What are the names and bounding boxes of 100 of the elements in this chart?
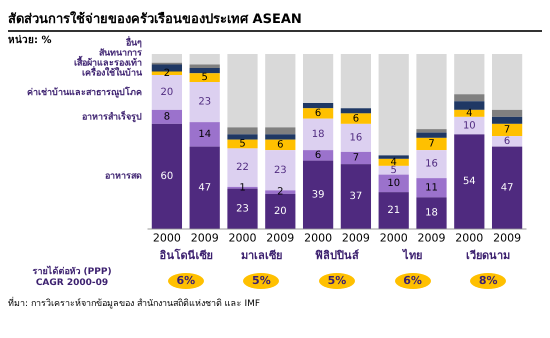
series-label: อาหารสำเร็จรูป — [82, 109, 142, 122]
bar — [378, 54, 409, 156]
bar — [302, 160, 334, 229]
data-label: 54 — [462, 176, 476, 188]
bar — [416, 132, 447, 138]
bar — [190, 73, 220, 82]
bar — [190, 54, 220, 64]
text: เวียดนาม — [466, 248, 510, 262]
data-label: 8 — [164, 112, 170, 123]
data-label: 7 — [428, 138, 435, 150]
text: ไทย — [401, 248, 422, 262]
data-label: 39 — [312, 189, 324, 200]
x-tick-label: 2000 — [304, 231, 332, 244]
bar — [378, 174, 409, 192]
series-label: ค่าเช่าบ้านและสาธารณูปโภค — [27, 86, 142, 98]
bar — [378, 155, 409, 159]
bar — [190, 68, 220, 74]
bar — [492, 110, 522, 117]
bar — [265, 140, 296, 150]
data-label: 47 — [198, 182, 212, 194]
bar — [454, 110, 484, 117]
bar — [454, 101, 484, 110]
bar — [492, 54, 522, 110]
bar — [265, 54, 296, 128]
data-label: 6 — [277, 139, 284, 150]
bar — [302, 54, 334, 103]
data-label: 23 — [274, 164, 287, 176]
data-label: 18 — [425, 208, 438, 219]
x-tick-label: 2009 — [493, 231, 522, 244]
x-tick-label: 2009 — [190, 231, 219, 244]
data-label: 5 — [202, 72, 208, 84]
x-tick-label: 2000 — [380, 231, 408, 244]
bar — [492, 124, 522, 136]
text: มาเลเซีย — [240, 248, 282, 262]
bar — [454, 94, 484, 102]
text: หน่วย: % — [8, 34, 52, 47]
bar — [265, 134, 296, 140]
data-label: 6 — [314, 150, 322, 161]
bar — [302, 118, 334, 150]
bar — [492, 116, 522, 124]
series-label: อื่นๆ — [125, 36, 142, 49]
bar — [227, 127, 258, 134]
data-label: 20 — [160, 87, 174, 98]
data-label: 16 — [350, 132, 362, 144]
data-label: 5 — [239, 138, 246, 150]
bar — [152, 124, 182, 229]
bar — [302, 150, 334, 161]
data-label: 7 — [352, 152, 360, 164]
bar — [152, 74, 182, 110]
data-label: 5 — [390, 164, 397, 176]
bar — [378, 158, 409, 166]
data-label: 60 — [160, 170, 174, 182]
x-tick-label: 2009 — [418, 231, 446, 244]
bar — [340, 164, 372, 229]
data-label: 6 — [352, 113, 360, 124]
bar — [378, 166, 409, 175]
bar — [340, 54, 372, 108]
bar — [227, 188, 258, 229]
data-label: 37 — [350, 191, 362, 202]
bar — [227, 134, 258, 140]
bar — [265, 194, 296, 229]
data-label: 16 — [425, 158, 438, 170]
bar — [152, 54, 182, 63]
x-tick-label: 2000 — [228, 231, 256, 244]
bar — [227, 140, 258, 148]
bar — [492, 146, 522, 229]
bar — [416, 178, 447, 198]
bar — [378, 192, 409, 229]
bar — [416, 129, 447, 133]
data-label: 4 — [466, 108, 472, 120]
text: รายได้ต่อหัว (PPP) CAGR 2000-09 — [31, 264, 113, 288]
data-label: 10 — [462, 120, 476, 132]
data-label: 20 — [274, 206, 287, 217]
text: ฟิลิปปินส์ — [315, 248, 359, 262]
bar — [454, 54, 484, 94]
bar — [190, 64, 220, 68]
data-label: 2 — [277, 186, 284, 198]
bar — [416, 150, 447, 178]
bar — [190, 146, 220, 229]
x-tick-label: 2009 — [342, 231, 370, 244]
x-tick-label: 2009 — [266, 231, 294, 244]
series-label: สันทนาการ — [99, 48, 142, 59]
bar — [416, 197, 447, 229]
bar — [340, 113, 372, 124]
bar — [152, 110, 182, 124]
x-tick-label: 2000 — [455, 231, 484, 244]
bar — [340, 124, 372, 152]
data-label: 14 — [198, 129, 212, 140]
bar — [340, 108, 372, 114]
bar — [227, 54, 258, 128]
bar — [340, 152, 372, 164]
data-label: 23 — [198, 96, 212, 108]
bar — [416, 54, 447, 130]
data-label: 23 — [236, 203, 249, 214]
data-label: 21 — [387, 205, 400, 216]
data-label: 6 — [504, 136, 510, 147]
data-label: 11 — [425, 182, 438, 194]
data-label: 47 — [500, 182, 514, 194]
chart-title: สัดส่วนการใช้จ่ายของครัวเรือนของประเทศ ASEAN — [8, 8, 542, 32]
data-label: 18 — [312, 129, 324, 140]
